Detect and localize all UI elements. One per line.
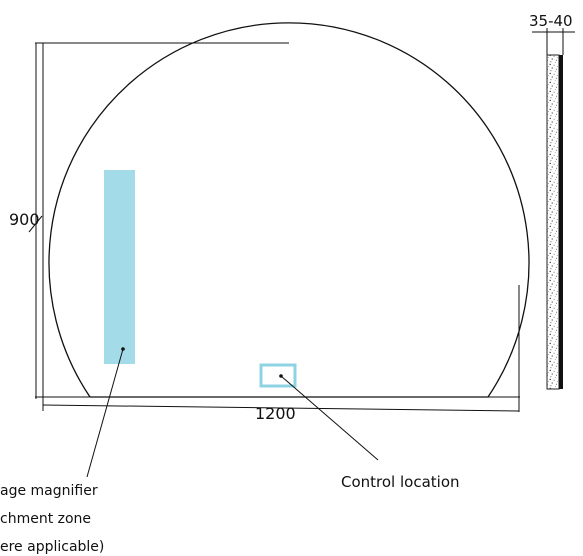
width-label: 1200 bbox=[255, 404, 296, 423]
mirror-outline bbox=[48, 22, 530, 398]
control-leader-dot bbox=[279, 374, 283, 378]
magnifier-label-line1: age magnifier bbox=[0, 483, 98, 499]
side-profile-back bbox=[559, 55, 563, 389]
magnifier-leader bbox=[86, 348, 124, 478]
depth-label: 35-40 bbox=[529, 12, 573, 30]
magnifier-label-line2: chment zone bbox=[0, 511, 91, 527]
side-profile-frame bbox=[546, 54, 560, 390]
magnifier-leader-dot bbox=[121, 347, 125, 351]
magnifier-label-line3: ere applicable) bbox=[0, 539, 104, 555]
height-leader bbox=[28, 215, 43, 233]
control-location-label: Control location bbox=[341, 473, 460, 491]
control-box bbox=[259, 363, 297, 388]
width-dimension-line bbox=[42, 404, 520, 412]
control-leader bbox=[280, 375, 379, 461]
height-label: 900 bbox=[9, 210, 40, 229]
magnifier-zone bbox=[104, 170, 135, 364]
